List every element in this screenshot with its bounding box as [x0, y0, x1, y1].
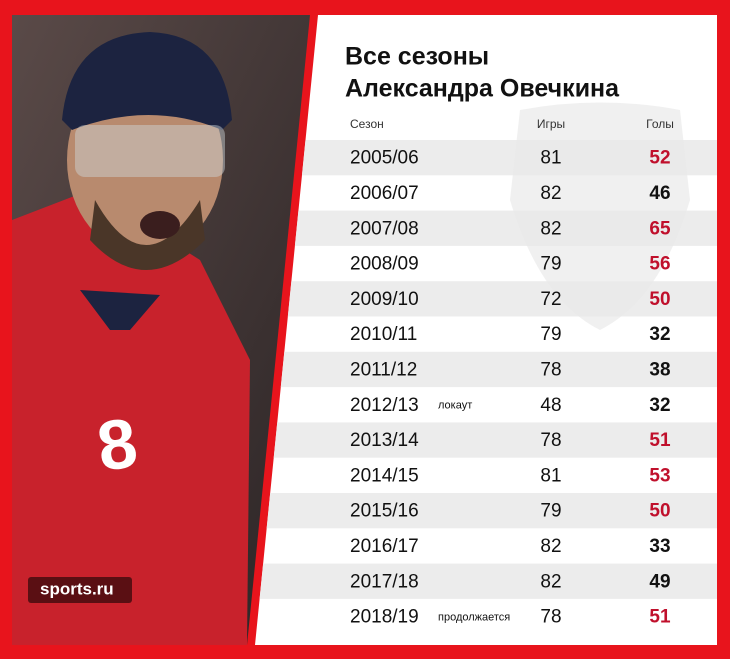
row-band [255, 351, 717, 388]
games: 82 [540, 571, 561, 592]
goals: 65 [649, 218, 671, 239]
season: 2011/12 [350, 359, 417, 380]
games: 78 [540, 430, 561, 451]
games: 79 [540, 501, 561, 522]
goals: 32 [649, 395, 670, 416]
season: 2007/08 [350, 218, 419, 239]
season: 2017/18 [350, 571, 419, 592]
goals: 51 [649, 430, 671, 451]
row-bands [255, 140, 717, 599]
column-header: Голы [646, 117, 674, 131]
season: 2014/15 [350, 465, 419, 486]
games: 81 [540, 148, 561, 169]
season: 2018/19 [350, 607, 419, 628]
goals: 50 [649, 501, 670, 522]
season: 2008/09 [350, 254, 419, 275]
column-header: Сезон [350, 117, 384, 131]
title-line: Александра Овечкина [345, 75, 620, 103]
games: 72 [540, 289, 561, 310]
season: 2010/11 [350, 324, 417, 345]
games: 82 [540, 218, 561, 239]
games: 79 [540, 254, 561, 275]
goals: 46 [649, 183, 670, 204]
games: 82 [540, 536, 561, 557]
goals: 33 [649, 536, 670, 557]
season: 2016/17 [350, 536, 419, 557]
note: продолжается [438, 611, 510, 623]
season: 2005/06 [350, 148, 419, 169]
row-band [255, 563, 717, 599]
season: 2009/10 [350, 289, 419, 310]
games: 79 [540, 324, 561, 345]
league-logo [510, 102, 690, 330]
photo: 8 sports.ru [12, 15, 310, 645]
season: 2013/14 [350, 430, 419, 451]
season: 2006/07 [350, 183, 419, 204]
goals: 38 [649, 359, 670, 380]
goals: 56 [649, 254, 670, 275]
table: 2005/06 81 52 2006/07 82 46 2007/08 82 65 2008/09… [350, 148, 671, 628]
goals: 50 [649, 289, 670, 310]
goals: 32 [649, 324, 670, 345]
goals: 49 [649, 571, 670, 592]
row-band [255, 493, 717, 529]
title-line: Все сезоны [345, 43, 489, 71]
note: локаут [438, 400, 472, 412]
season: 2012/13 [350, 395, 419, 416]
games: 78 [540, 359, 561, 380]
games: 82 [540, 183, 561, 204]
games: 78 [540, 607, 561, 628]
goals: 51 [649, 607, 671, 628]
games: 81 [540, 465, 561, 486]
row-band [255, 422, 717, 458]
column-header: Игры [537, 117, 565, 131]
season: 2015/16 [350, 501, 419, 522]
watermark: sports.ru [40, 579, 114, 598]
games: 48 [540, 395, 561, 416]
goals: 52 [649, 148, 670, 169]
goals: 53 [649, 465, 670, 486]
